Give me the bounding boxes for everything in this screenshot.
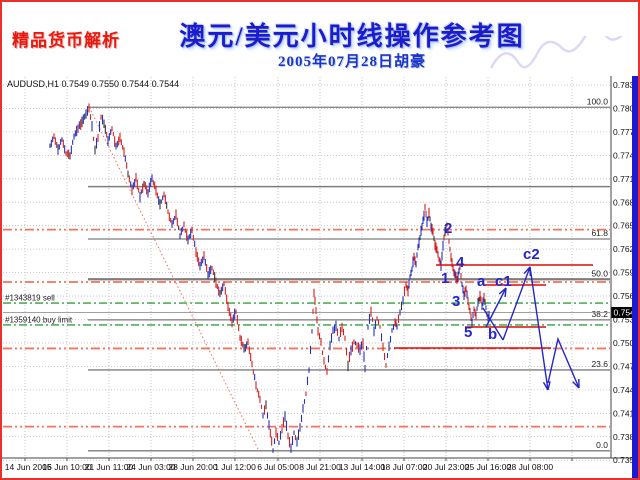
wave-label-1: 1 — [441, 270, 449, 287]
price-tick-label: 0.7715 — [613, 174, 634, 184]
order-line-label: #1359140 buy limit — [5, 315, 73, 324]
chart-window: 100.0 61.8 50.0 38.2 23.6 0.0 #1343819 sell #13… — [2, 76, 638, 478]
price-tick-label: 0.7685 — [613, 197, 634, 207]
wave-label-4: 4 — [456, 254, 465, 271]
time-tick-label: 1 Jul 12:00 — [214, 462, 256, 472]
fib-level-label: 100.0 — [587, 96, 609, 106]
wave-label-2: 2 — [444, 220, 452, 237]
wave-label-5: 5 — [464, 324, 472, 341]
price-tick-label: 0.7565 — [613, 291, 634, 301]
time-tick-label: 8 Jul 21:00 — [299, 462, 341, 472]
wave-labels: 1 2 3 4 5 a b c1 c2 — [441, 220, 540, 343]
brand-text: 精品货币解析 — [12, 31, 120, 50]
projection-arrows — [482, 266, 580, 391]
fib-level-label: 0.0 — [596, 440, 608, 450]
fib-level-label: 61.8 — [591, 228, 608, 238]
candlesticks — [49, 103, 490, 453]
order-line-label: #1343819 sell — [5, 294, 55, 303]
fib-level-label: 23.6 — [591, 359, 608, 369]
current-price-tag: 0.7544 — [614, 307, 635, 317]
price-tick-label: 0.7835 — [613, 80, 634, 90]
time-tick-label: 14 Jun 2005 — [5, 462, 52, 472]
grid-lines — [3, 77, 610, 461]
time-tick-label: 6 Jul 05:00 — [257, 462, 299, 472]
price-tick-label: 0.7745 — [613, 150, 634, 160]
price-tick-label: 0.7445 — [613, 385, 634, 395]
price-tick-label: 0.7595 — [613, 268, 634, 278]
symbol-ohlc-readout: AUDUSD,H1 0.7549 0.7550 0.7544 0.7544 — [7, 79, 180, 89]
time-tick-label: 18 Jul 07:00 — [381, 462, 428, 472]
time-tick-label: 21 Jun 11:00 — [85, 462, 134, 472]
fib-level-label: 50.0 — [591, 268, 608, 278]
price-tick-label: 0.7535 — [613, 315, 634, 325]
time-tick-label: 20 Jul 23:00 — [423, 462, 470, 472]
price-tick-label: 0.7805 — [613, 103, 634, 113]
current-price-tag-bg — [611, 306, 634, 318]
price-tick-label: 0.7355 — [613, 455, 634, 465]
wave-label-3: 3 — [452, 293, 460, 310]
fib-trendline — [88, 106, 259, 450]
price-tick-label: 0.7415 — [613, 408, 634, 418]
time-tick-label: 16 Jun 10:00 — [42, 462, 91, 472]
wave-label-b: b — [488, 326, 497, 343]
time-tick-label: 24 Jun 03:00 — [126, 462, 175, 472]
wave-label-c1: c1 — [495, 273, 512, 290]
window-right-frame — [632, 76, 638, 478]
price-tick-label: 0.7475 — [613, 361, 634, 371]
wave-label-a: a — [477, 273, 486, 290]
time-tick-label: 28 Jun 20:00 — [168, 462, 217, 472]
price-axis[interactable]: 0.7835 0.7805 0.7775 0.7745 0.7715 0.7685 0.76… — [610, 76, 635, 465]
price-tick-label: 0.7625 — [613, 244, 634, 254]
fib-level-label: 38.2 — [591, 309, 608, 319]
page-title: 澳元/美元小时线操作参考图 — [179, 22, 525, 51]
price-tick-label: 0.7655 — [613, 221, 634, 231]
date-author-line: 2005年07月28日胡豪 — [277, 54, 426, 70]
fibonacci-and-levels: 100.0 61.8 50.0 38.2 23.6 0.0 #1343819 sell #13… — [3, 96, 610, 452]
time-tick-label: 28 Jul 08:00 — [507, 462, 554, 472]
time-tick-label: 25 Jul 16:00 — [465, 462, 512, 472]
time-tick-label: 13 Jul 14:00 — [339, 462, 386, 472]
banner: 精品货币解析 澳元/美元小时线操作参考图 2005年07月28日胡豪 — [2, 2, 638, 76]
wave-label-c2: c2 — [523, 246, 540, 263]
price-chart[interactable]: 100.0 61.8 50.0 38.2 23.6 0.0 #1343819 sell #13… — [2, 76, 634, 478]
price-tick-label: 0.7775 — [613, 127, 634, 137]
price-tick-label: 0.7505 — [613, 338, 634, 348]
price-tick-label: 0.7385 — [613, 432, 634, 442]
red-level-segments — [394, 264, 593, 349]
